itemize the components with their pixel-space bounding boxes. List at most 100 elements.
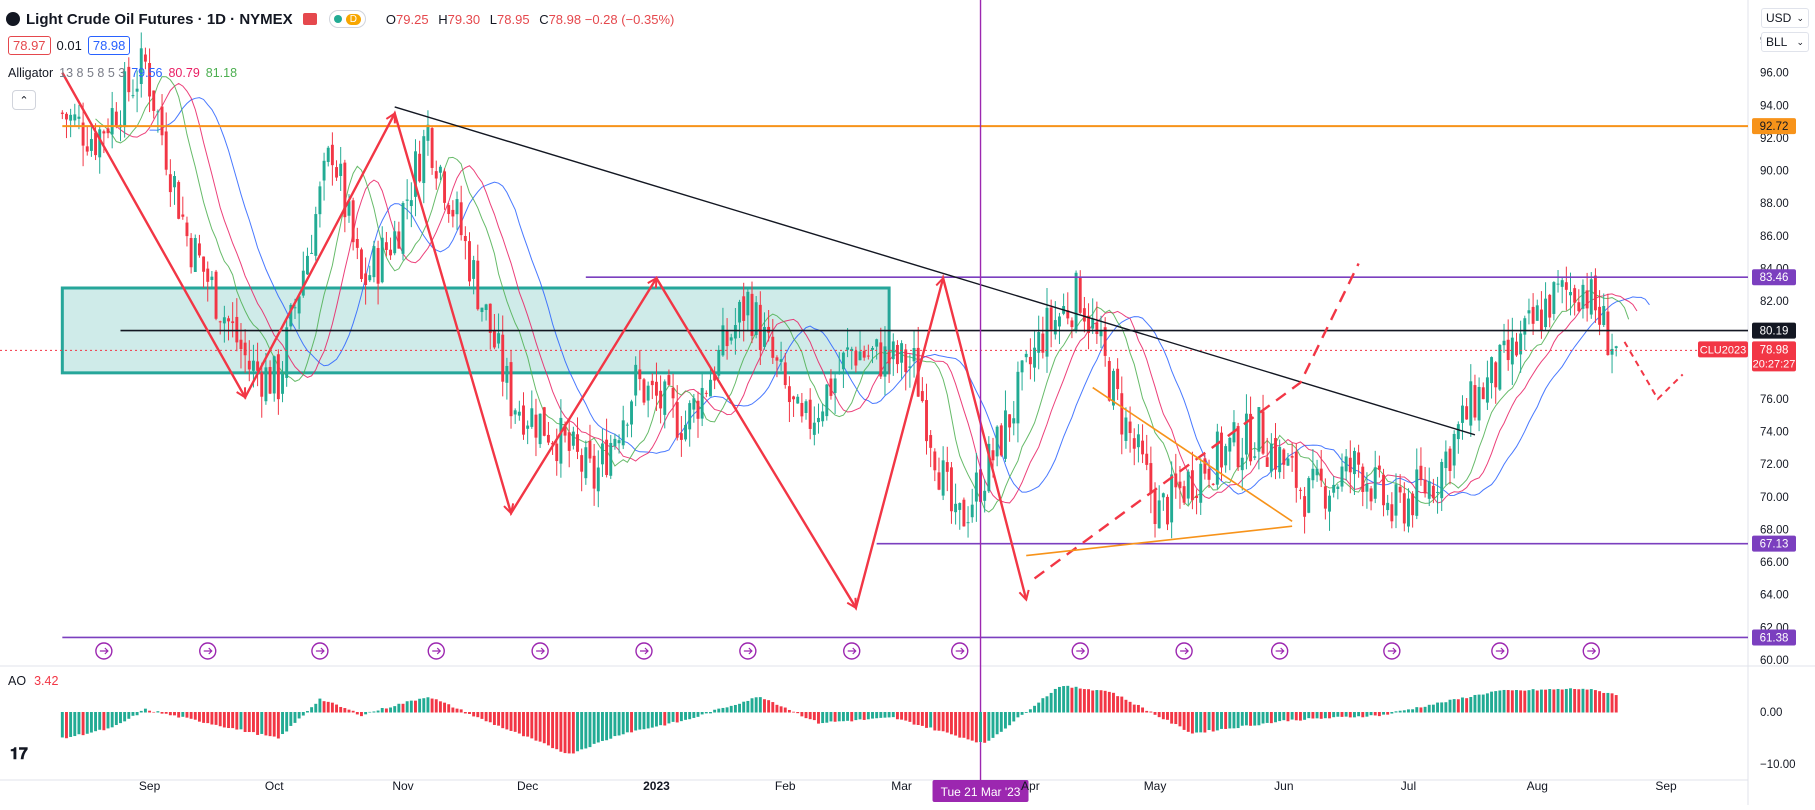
ao-legend[interactable]: AO 3.42	[8, 674, 58, 688]
currency-select[interactable]: USD ⌄	[1761, 8, 1809, 28]
candle	[148, 48, 152, 113]
tradingview-logo-icon[interactable]: 𝟏𝟕	[10, 746, 28, 763]
candle	[360, 247, 363, 282]
time-tick-label: Mar	[891, 779, 912, 793]
candle-body	[135, 88, 139, 92]
ao-bar	[1456, 699, 1460, 713]
candle	[152, 90, 156, 119]
candle	[792, 395, 796, 417]
ao-bar	[447, 704, 451, 713]
symbol-title[interactable]: Light Crude Oil Futures · 1D · NYMEX	[26, 10, 293, 28]
ao-bar	[812, 712, 816, 721]
candle-body	[1008, 414, 1012, 428]
candle	[218, 320, 222, 335]
session-badge: D	[345, 13, 361, 25]
candle	[1020, 360, 1024, 391]
candle	[264, 352, 268, 405]
ao-bar	[260, 712, 264, 734]
ao-bar	[360, 712, 363, 717]
candle-body	[393, 231, 397, 254]
candle-body	[891, 341, 895, 360]
candle-body	[339, 163, 343, 176]
alligator-jaw-value: 79.56	[131, 66, 163, 80]
ao-bar	[1290, 712, 1294, 720]
candle-body	[958, 503, 962, 510]
candle	[193, 234, 197, 273]
candle	[866, 344, 870, 360]
candle	[1328, 490, 1331, 531]
ao-bar	[114, 712, 118, 726]
collapse-legend-button[interactable]: ⌃	[12, 90, 36, 110]
ao-bar	[871, 712, 874, 719]
candle	[1469, 364, 1473, 437]
ao-bar	[376, 710, 380, 713]
unit-select[interactable]: BLL ⌄	[1761, 32, 1809, 52]
currency-value: USD	[1766, 11, 1792, 25]
candle-body	[1589, 279, 1593, 315]
ao-bar	[858, 712, 862, 720]
ao-bar	[1448, 699, 1452, 713]
candle	[289, 303, 293, 330]
candle	[1215, 423, 1219, 490]
ao-bar	[69, 712, 73, 737]
candle-body	[127, 66, 131, 93]
candle	[1041, 316, 1045, 359]
candle	[131, 79, 135, 99]
candle-body	[630, 401, 633, 425]
ao-bar	[1485, 693, 1489, 713]
candle	[405, 179, 409, 220]
ao-bar	[281, 712, 284, 735]
candle	[684, 410, 687, 442]
market-status-pill[interactable]: D	[328, 10, 366, 28]
price-label-text: 92.72	[1760, 121, 1789, 133]
candle-body	[517, 411, 521, 416]
candle-body	[904, 349, 908, 373]
candle-body	[1190, 470, 1194, 501]
candle	[891, 333, 895, 376]
alligator-legend[interactable]: Alligator 13 8 5 8 5 3 79.56 80.79 81.18	[8, 66, 237, 80]
zigzag-arrow	[647, 276, 658, 289]
ao-bar	[638, 712, 642, 730]
candle-body	[808, 399, 812, 429]
candle-body	[1394, 484, 1398, 516]
ao-bar	[135, 712, 139, 716]
cycle-arrow-icon	[1587, 647, 1597, 655]
candle-body	[825, 384, 829, 417]
candle-body	[837, 371, 841, 373]
candle	[310, 234, 314, 254]
candle	[127, 57, 131, 102]
candle-body	[1502, 340, 1506, 346]
bid-button[interactable]: 78.97	[8, 36, 51, 55]
ask-button[interactable]: 78.98	[87, 36, 131, 55]
price-tick-label: 88.00	[1760, 198, 1789, 210]
candle	[1398, 474, 1402, 503]
ao-bar	[301, 712, 305, 716]
ohlc-close-key: C	[539, 11, 549, 27]
candle	[596, 450, 600, 508]
candle	[197, 234, 201, 258]
ao-bar	[1336, 712, 1340, 717]
candle-body	[580, 455, 584, 472]
ao-bar	[559, 712, 563, 752]
candle-body	[1473, 385, 1477, 418]
ao-bar	[1003, 712, 1007, 729]
candle-body	[202, 256, 206, 272]
candle-body	[846, 347, 850, 350]
ao-bar	[127, 712, 131, 719]
flag-icon[interactable]	[302, 13, 317, 25]
ao-bar	[1203, 712, 1207, 733]
candle-body	[841, 352, 845, 370]
candle-body	[1498, 344, 1502, 390]
ao-bar	[546, 712, 550, 746]
candle-body	[1016, 371, 1020, 424]
candle	[621, 405, 625, 450]
ao-bar	[364, 712, 368, 715]
trendline	[394, 106, 1476, 436]
candle	[704, 390, 708, 398]
candle-body	[1186, 471, 1190, 499]
candle-body	[1423, 479, 1427, 494]
candle	[588, 424, 592, 463]
candle-body	[497, 333, 501, 344]
